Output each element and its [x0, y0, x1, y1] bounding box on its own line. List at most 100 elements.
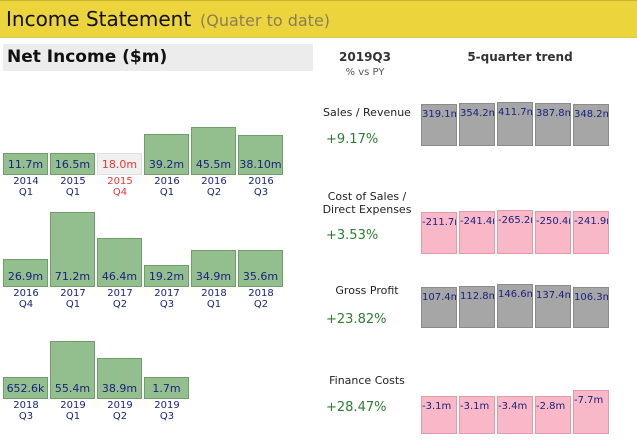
trend-bar: -7.7m [573, 390, 609, 434]
net-income-bar: 45.5m [191, 127, 236, 175]
net-income-period: 2016 Q1 [143, 176, 191, 198]
period-quarter: Q4 [18, 299, 34, 310]
period-year: 2015 [60, 176, 86, 187]
title-bar: Income Statement (Quater to date) [0, 0, 637, 38]
period-quarter: Q3 [159, 299, 175, 310]
period-year: 2019 [60, 400, 86, 411]
trend-bar: 411.7m [497, 102, 533, 146]
trend-value: 112.8m [460, 291, 495, 302]
net-income-period: 2015 Q1 [49, 176, 97, 198]
net-income-period: 2015 Q4 [96, 176, 144, 198]
net-income-value: 1.7m [152, 382, 181, 395]
period-quarter: Q1 [65, 187, 81, 198]
period-year: 2017 [107, 288, 133, 299]
period-year: 2016 [248, 176, 274, 187]
trend-bar: -2.8m [535, 396, 571, 434]
trend-bar: 348.2m [573, 104, 609, 146]
net-income-bar: 19.2m [144, 265, 189, 287]
net-income-label: Net Income ($m) [7, 47, 168, 67]
net-income-period: 2018 Q3 [2, 400, 50, 422]
trend-bar: -241.4m [459, 211, 495, 254]
net-income-value: 39.2m [148, 158, 185, 171]
net-income-bar: 55.4m [50, 341, 95, 399]
period-year: 2018 [248, 288, 274, 299]
period-year: 2016 [13, 288, 39, 299]
period-quarter: Q4 [112, 187, 128, 198]
period-quarter: Q1 [65, 411, 81, 422]
net-income-bar: 11.7m [3, 153, 48, 175]
net-income-period: 2018 Q2 [237, 288, 285, 310]
trend-bar: -3.1m [459, 396, 495, 434]
net-income-value: 55.4m [54, 382, 91, 395]
trend-value: -7.7m [574, 395, 604, 406]
net-income-bar: 38.9m [97, 358, 142, 399]
trend-value: 411.7m [498, 107, 533, 118]
period-quarter: Q2 [206, 187, 222, 198]
period-quarter: Q2 [112, 411, 128, 422]
net-income-period: 2016 Q3 [237, 176, 285, 198]
metric-change: +9.17% [326, 132, 379, 147]
net-income-period: 2016 Q4 [2, 288, 50, 310]
period-quarter: Q3 [253, 187, 269, 198]
trend-value: 354.2m [460, 108, 495, 119]
trend-value: 106.3m [574, 292, 609, 303]
net-income-value: 38.10m [239, 158, 282, 171]
net-income-bar: 26.9m [3, 259, 48, 287]
period-year: 2015 [107, 176, 133, 187]
net-income-period: 2017 Q2 [96, 288, 144, 310]
trend-value: -241.9m [574, 216, 608, 227]
net-income-period: 2019 Q3 [143, 400, 191, 422]
trend-bar: -265.2m [497, 210, 533, 254]
net-income-value: 19.2m [148, 270, 185, 283]
metric-label: Gross Profit [335, 284, 399, 297]
net-income-period: 2014 Q1 [2, 176, 50, 198]
trend-bar: -3.4m [497, 396, 533, 434]
period-year: 2016 [154, 176, 180, 187]
net-income-bar: 18.0m [97, 153, 142, 175]
trend-bar: -241.9m [573, 211, 609, 254]
trend-value: -3.1m [422, 401, 452, 412]
net-income-bar: 38.10m [238, 135, 283, 175]
net-income-bar: 39.2m [144, 134, 189, 175]
period-year: 2017 [154, 288, 180, 299]
metric-change: +28.47% [326, 400, 387, 415]
trend-value: -211.7m [422, 217, 456, 228]
net-income-value: 46.4m [101, 270, 138, 283]
metric-label: Finance Costs [329, 374, 405, 387]
period-quarter: Q1 [159, 187, 175, 198]
trend-value: -3.1m [460, 401, 490, 412]
trend-bar: 319.1m [421, 104, 457, 146]
trend-bar: -211.7m [421, 212, 457, 254]
metric-label: Sales / Revenue [323, 106, 411, 119]
net-income-value: 38.9m [101, 382, 138, 395]
period-year: 2017 [60, 288, 86, 299]
net-income-value: 16.5m [54, 158, 91, 171]
metric-change: +3.53% [326, 228, 379, 243]
net-income-value: 34.9m [195, 270, 232, 283]
trend-bar: 112.8m [459, 286, 495, 328]
net-income-period: 2017 Q1 [49, 288, 97, 310]
period-quarter: Q3 [18, 411, 34, 422]
trend-value: -250.4m [536, 216, 570, 227]
period-quarter: Q2 [253, 299, 269, 310]
page-title: Income Statement [6, 7, 192, 31]
net-income-value: 26.9m [7, 270, 44, 283]
period-year: 2014 [13, 176, 39, 187]
net-income-bar: 34.9m [191, 250, 236, 287]
net-income-bar: 652.6k [3, 377, 48, 399]
trend-bar: 137.4m [535, 285, 571, 328]
trend-value: -265.2m [498, 215, 532, 226]
period-year: 2016 [201, 176, 227, 187]
period-quarter: Q1 [206, 299, 222, 310]
trend-value: 348.2m [574, 109, 609, 120]
net-income-bar: 16.5m [50, 153, 95, 175]
net-income-bar: 1.7m [144, 377, 189, 399]
net-income-value: 71.2m [54, 270, 91, 283]
net-income-bar: 35.6m [238, 250, 283, 287]
net-income-period: 2018 Q1 [190, 288, 238, 310]
trend-value: 146.6m [498, 289, 533, 300]
trend-bar: -3.1m [421, 396, 457, 434]
period-quarter: Q1 [65, 299, 81, 310]
period-year: 2019 [154, 400, 180, 411]
metric-change: +23.82% [326, 312, 387, 327]
